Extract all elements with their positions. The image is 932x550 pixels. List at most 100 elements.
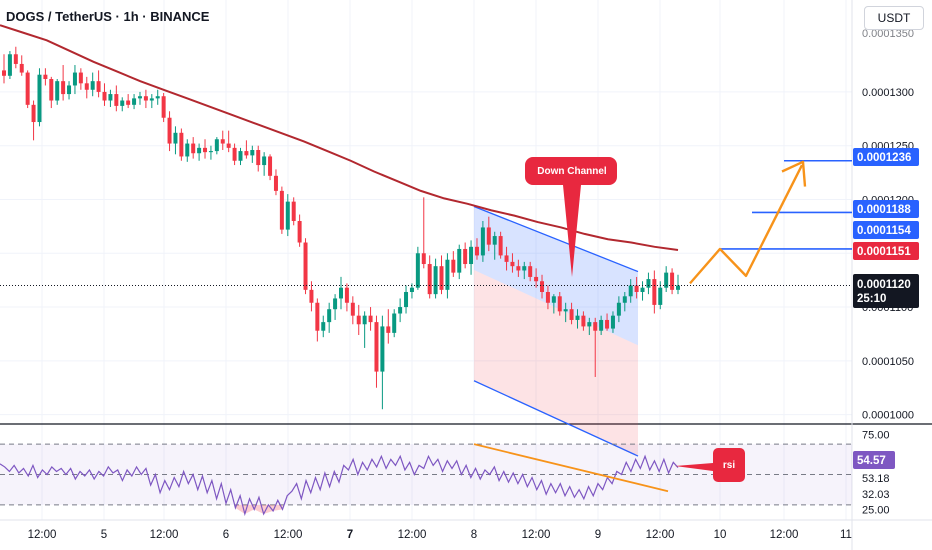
- candle: [13, 46, 18, 69]
- time-tick-label: 12:00: [150, 529, 179, 541]
- candle: [285, 194, 290, 237]
- candle-body: [244, 151, 249, 156]
- time-tick-label: 6: [223, 529, 229, 541]
- candle-body: [646, 279, 651, 288]
- candle-body: [161, 96, 166, 118]
- candle: [238, 147, 243, 166]
- candle-body: [137, 96, 142, 99]
- candle: [315, 298, 320, 342]
- candle-body: [67, 85, 72, 95]
- candle: [504, 246, 509, 271]
- candle: [398, 298, 403, 323]
- rsi-level-label: 53.18: [862, 473, 890, 485]
- candle: [563, 302, 568, 323]
- candle: [427, 255, 432, 299]
- candle: [203, 139, 208, 159]
- time-tick-label: 5: [101, 529, 107, 541]
- time-tick-label: 12:00: [770, 529, 799, 541]
- candle-body: [31, 104, 36, 123]
- candle-body: [605, 319, 610, 329]
- candle-body: [13, 54, 18, 64]
- rsi-divergence-line: [473, 443, 669, 493]
- candle: [43, 68, 48, 86]
- candle-body: [61, 81, 66, 95]
- candle-body: [339, 287, 343, 299]
- callout-label: Down Channel: [537, 166, 607, 177]
- candle: [37, 68, 42, 127]
- candle-body: [132, 98, 137, 105]
- candle-body: [628, 285, 633, 297]
- last-price-tag: 0.0001120 25:10: [853, 274, 919, 308]
- candle: [344, 283, 349, 312]
- candle: [7, 51, 12, 80]
- candle: [528, 261, 533, 282]
- price-tag: 0.0001236: [853, 148, 919, 166]
- candle: [356, 304, 361, 336]
- candle: [593, 317, 598, 377]
- time-tick-label: 12:00: [274, 529, 303, 541]
- time-axis: 12:00 5 12:00 6 12:00 7 12:00 8 12:00 9 12:00 10 12:…: [28, 529, 852, 541]
- candle-body: [78, 72, 83, 84]
- candle-body: [581, 315, 586, 327]
- candle-body: [451, 259, 456, 273]
- candle-body: [415, 253, 420, 288]
- time-tick-label: 12:00: [28, 529, 57, 541]
- candle-body: [167, 117, 172, 144]
- candle: [581, 311, 586, 331]
- rsi-current-value: 54.57: [857, 455, 886, 467]
- target-levels: [720, 159, 852, 250]
- candle: [102, 83, 107, 106]
- candle-body: [575, 315, 580, 320]
- candle: [599, 315, 604, 336]
- candle: [232, 143, 237, 166]
- candle-body: [321, 322, 326, 331]
- currency-button[interactable]: USDT: [864, 6, 924, 30]
- price-tag: 0.0001188: [853, 200, 919, 218]
- candle: [244, 140, 249, 159]
- candle-body: [155, 96, 160, 99]
- candle: [126, 94, 131, 109]
- symbol-title: DOGS / TetherUS · 1h · BINANCE: [6, 9, 210, 24]
- candle: [120, 97, 125, 112]
- candle: [273, 169, 278, 196]
- candle-body: [380, 326, 385, 372]
- candle: [173, 126, 178, 155]
- candle: [214, 137, 219, 155]
- candle: [463, 242, 468, 269]
- candle-body: [540, 281, 545, 292]
- candle-body: [670, 272, 675, 290]
- candle: [220, 130, 225, 151]
- candle: [664, 266, 669, 292]
- candle-body: [634, 285, 639, 292]
- candle: [551, 294, 556, 314]
- candle: [415, 246, 420, 290]
- candle-body: [250, 150, 255, 156]
- candle: [167, 111, 172, 152]
- candle: [486, 216, 491, 252]
- candle: [49, 76, 54, 109]
- candle-body: [344, 287, 349, 303]
- candle-body: [510, 261, 515, 267]
- price-tag-box: [853, 200, 919, 218]
- candle-body: [108, 94, 113, 101]
- candle-body: [315, 302, 320, 331]
- candle: [439, 255, 444, 295]
- candle: [575, 309, 580, 329]
- rsi-current-box: [853, 451, 895, 469]
- candle: [72, 65, 77, 95]
- candle-body: [84, 83, 89, 90]
- candle: [634, 276, 639, 299]
- rsi-line: [0, 454, 679, 517]
- candle-body: [291, 201, 296, 221]
- candle-body: [463, 248, 468, 265]
- candle: [605, 313, 610, 331]
- candle: [587, 317, 592, 336]
- rsi-callout-shape: [675, 448, 745, 482]
- candle-body: [2, 70, 6, 76]
- candle-body: [528, 266, 533, 277]
- candle: [291, 197, 296, 226]
- candle-body: [191, 143, 196, 154]
- candle-body: [516, 266, 521, 271]
